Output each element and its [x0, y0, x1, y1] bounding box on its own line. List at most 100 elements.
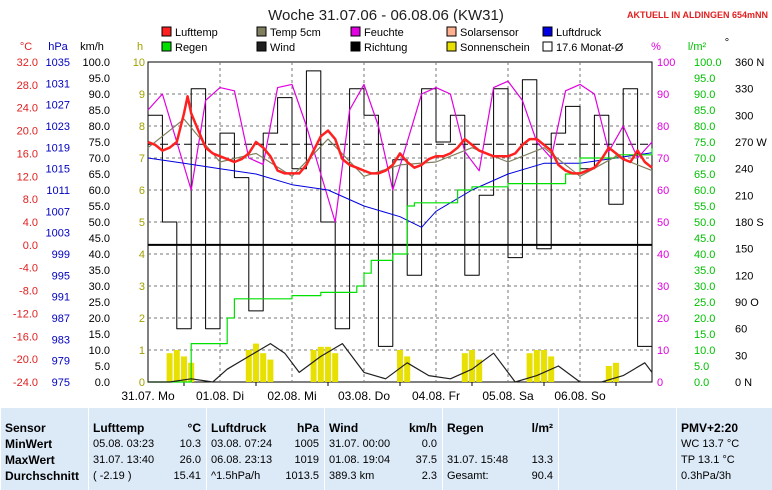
series-feuchte-line: [147, 80, 653, 223]
direction-tick-label: 240: [735, 164, 753, 176]
sunshine-tick-label: 4: [139, 249, 145, 261]
wind-tick-label: 75.0: [89, 137, 110, 149]
legend-label: Regen: [175, 42, 207, 54]
direction-tick-label: 0 N: [735, 377, 752, 389]
humidity-tick-label: 0: [657, 377, 663, 389]
humidity-tick-label: 90: [657, 89, 669, 101]
series-sonnenschein-bar: [173, 350, 180, 382]
temperature-tick-label: -20.0: [13, 354, 38, 366]
unit-hpa: hPa: [48, 41, 68, 53]
luftdruck-max-value: 1019: [294, 454, 319, 466]
series-sonnenschein-bar: [397, 350, 403, 382]
luftdruck-min-value: 1005: [294, 438, 319, 450]
series-sonnenschein-bar: [605, 366, 612, 382]
live-label: AKTUELL IN ALDINGEN 654mNN: [627, 10, 768, 20]
max-label: MaxWert: [5, 453, 55, 467]
legend-label: Sonnenschein: [460, 42, 530, 54]
wind-tick-label: 85.0: [89, 105, 110, 117]
regen-total-value: 90.4: [531, 470, 553, 482]
wind-avg-value: 2.3: [421, 470, 437, 482]
lufttemp-max-value: 26.0: [179, 454, 201, 466]
sunshine-tick-label: 2: [139, 313, 145, 325]
legend-label: Wind: [270, 42, 295, 54]
series-sonnenschein-bar: [317, 346, 324, 382]
lufttemp-trend: ( -2.19 ): [93, 470, 132, 482]
rain-tick-label: 90.0: [694, 89, 715, 101]
rain-tick-label: 35.0: [694, 265, 715, 277]
pressure-tick-label: 1031: [46, 78, 70, 90]
regen-header: Regen: [447, 421, 484, 435]
legend-label: Lufttemp: [175, 27, 218, 39]
wind-distance: 389.3 km: [329, 470, 375, 482]
lufttemp-avg-value: 15.41: [173, 470, 201, 482]
series-luftdruck-line: [147, 152, 653, 228]
temperature-tick-label: 28.0: [17, 80, 38, 92]
sunshine-tick-label: 9: [139, 89, 145, 101]
legend-swatch: [542, 41, 553, 52]
wind-tick-label: 15.0: [89, 329, 110, 341]
wind-tick-label: 10.0: [89, 345, 110, 357]
direction-tick-label: 120: [735, 270, 753, 282]
legend-swatch: [446, 26, 457, 37]
pressure-tick-label: 1023: [46, 121, 70, 133]
direction-tick-label: 180 S: [735, 217, 764, 229]
humidity-tick-label: 20: [657, 313, 669, 325]
pressure-tick-label: 979: [52, 356, 70, 368]
humidity-tick-label: 70: [657, 153, 669, 165]
rain-tick-label: 25.0: [694, 297, 715, 309]
wind-tick-label: 30.0: [89, 281, 110, 293]
lufttemp-max-time: 31.07. 13:40: [93, 454, 155, 466]
series-wind-line: [148, 343, 653, 383]
rain-tick-label: 100.0: [694, 57, 722, 69]
wind-tick-label: 35.0: [89, 265, 110, 277]
wind-min-value: 0.0: [421, 438, 437, 450]
series-lufttemp-line: [147, 95, 653, 175]
lufttemp-min-time: 05.08. 03:23: [93, 438, 155, 450]
humidity-tick-label: 100: [657, 57, 675, 69]
series-sonnenschein-bar: [181, 356, 187, 382]
temperature-tick-label: 4.0: [23, 217, 38, 229]
humidity-tick-label: 30: [657, 281, 669, 293]
temperature-tick-label: 12.0: [17, 171, 38, 183]
legend-label: Richtung: [364, 42, 407, 54]
pressure-tick-label: 1007: [46, 206, 70, 218]
unit-degree: °: [725, 37, 729, 49]
series-sonnenschein-bar: [461, 353, 468, 382]
series-sonnenschein-bar: [526, 353, 533, 382]
wind-tick-label: 90.0: [89, 89, 110, 101]
series-sonnenschein-bar: [332, 353, 339, 382]
unit-percent: %: [651, 41, 661, 53]
temperature-tick-label: -24.0: [13, 377, 38, 389]
temperature-tick-label: -16.0: [13, 331, 38, 343]
series-sonnenschein-bar: [245, 350, 252, 382]
regen-max-time: 31.07. 15:48: [447, 454, 509, 466]
rain-tick-label: 60.0: [694, 185, 715, 197]
series-sonnenschein-bar: [325, 346, 331, 382]
lufttemp-column: Lufttemp °C 05.08. 03:23 10.3 31.07. 13:40…: [88, 408, 205, 490]
day-label: 04.08. Fr: [412, 389, 460, 403]
pressure-trend-value: 0.3hPa/3h: [681, 470, 732, 482]
humidity-tick-label: 80: [657, 121, 669, 133]
direction-tick-label: 30: [735, 350, 747, 362]
temperature-tick-label: -12.0: [13, 308, 38, 320]
direction-tick-label: 330: [735, 84, 753, 96]
series-sonnenschein-bar: [260, 353, 267, 382]
temperature-tick-label: 20.0: [17, 126, 38, 138]
wind-unit: km/h: [408, 421, 437, 435]
sunshine-tick-label: 7: [139, 153, 145, 165]
sunshine-tick-label: 6: [139, 185, 145, 197]
wind-tick-label: 95.0: [89, 73, 110, 85]
sunshine-tick-label: 5: [139, 217, 145, 229]
wind-tick-label: 5.0: [95, 361, 110, 373]
rain-tick-label: 65.0: [694, 169, 715, 181]
pressure-tick-label: 987: [52, 313, 70, 325]
sunshine-tick-label: 8: [139, 121, 145, 133]
series-sonnenschein-bar: [310, 350, 317, 382]
day-label: 06.08. So: [554, 389, 606, 403]
direction-tick-label: 300: [735, 110, 753, 122]
legend-swatch: [161, 26, 172, 37]
sensor-header: Sensor: [5, 421, 46, 435]
rain-tick-label: 10.0: [694, 345, 715, 357]
series-sonnenschein-bar: [613, 362, 619, 382]
rain-tick-label: 20.0: [694, 313, 715, 325]
